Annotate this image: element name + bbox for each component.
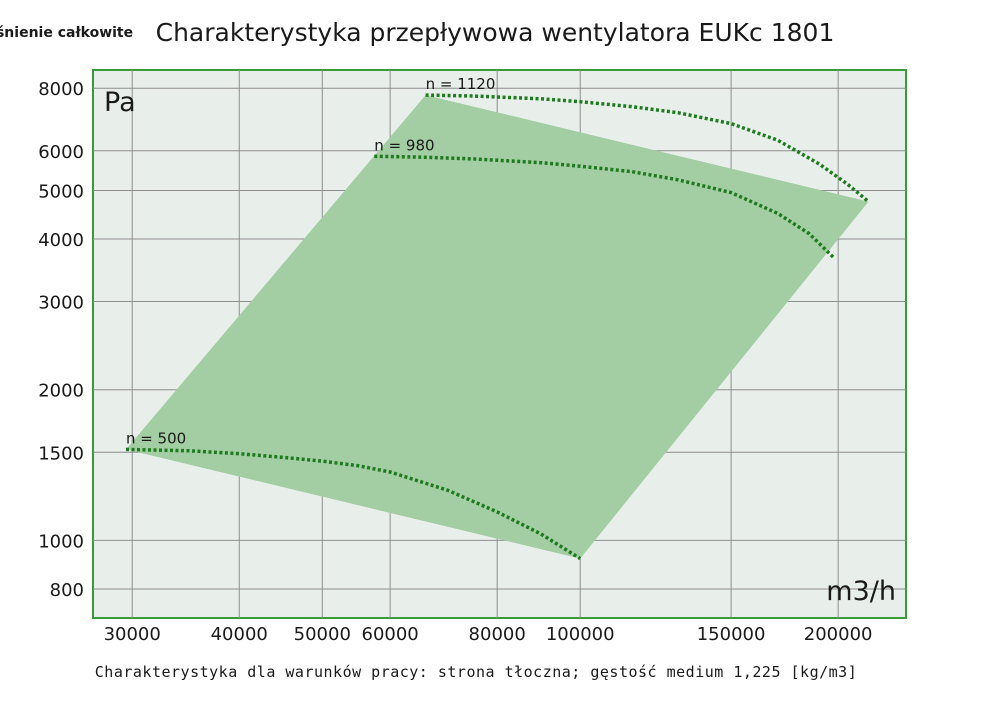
x-unit-label: m3/h (826, 576, 896, 607)
x-tick-label-2: 50000 (294, 624, 351, 645)
curve-series-0 (125, 447, 582, 561)
y-tick-label-4: 3000 (38, 293, 84, 314)
x-tick-label-6: 150000 (697, 624, 766, 645)
y-tick-label-5: 4000 (38, 230, 84, 251)
chart-footnote: Charakterystyka dla warunków pracy: stro… (95, 663, 857, 681)
operating-range-area (126, 95, 869, 559)
chart-title: Charakterystyka przepływowa wentylatora … (156, 18, 835, 47)
curve-label-0: n = 500 (126, 429, 186, 447)
x-tick-label-3: 60000 (362, 624, 419, 645)
curve-labels: n = 500 n = 980 n = 1120 (126, 75, 495, 447)
y-tick-label-6: 5000 (38, 181, 84, 202)
curve-series-2 (425, 93, 870, 203)
x-tick-label-7: 200000 (804, 624, 873, 645)
y-tick-label-2: 1500 (38, 443, 84, 464)
y-unit-label: Pa (104, 87, 136, 118)
x-tick-label-1: 40000 (211, 624, 268, 645)
y-tick-label-0: 800 (50, 580, 84, 601)
y-tick-label-7: 6000 (38, 142, 84, 163)
y-tick-label-3: 2000 (38, 381, 84, 402)
curve-label-1: n = 980 (374, 136, 434, 154)
y-tick-label-8: 8000 (38, 79, 84, 100)
y-axis-label-line-1: ciśnienie całkowite (0, 25, 133, 41)
x-tick-label-0: 30000 (104, 624, 161, 645)
curve-label-2: n = 1120 (426, 75, 496, 93)
y-tick-label-1: 1000 (38, 531, 84, 552)
x-tick-labels: 30000 40000 50000 60000 80000 100000 150000 200… (104, 624, 873, 645)
speed-curves (125, 93, 870, 561)
x-tick-label-4: 80000 (469, 624, 526, 645)
y-tick-labels: 800 1000 1500 2000 3000 4000 5000 6000 8000 (38, 79, 84, 601)
x-tick-label-5: 100000 (546, 624, 615, 645)
